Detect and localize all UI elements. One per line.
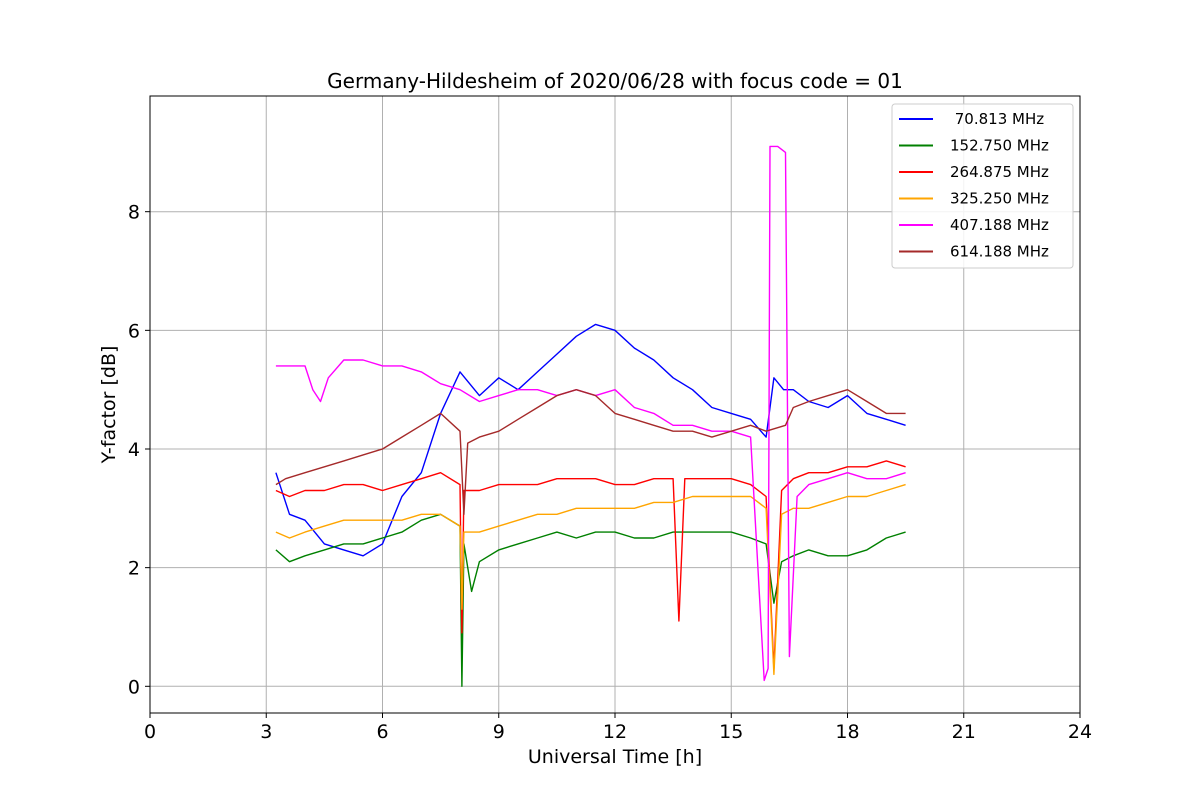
series-layer bbox=[275, 145, 906, 687]
x-axis-label: Universal Time [h] bbox=[528, 746, 702, 768]
x-tick-label: 21 bbox=[952, 721, 976, 743]
legend: 70.813 MHz 152.750 MHz 264.875 MHz 325.250 … bbox=[891, 103, 1074, 269]
y-tick-label: 6 bbox=[128, 320, 140, 342]
series-line-2 bbox=[275, 460, 906, 670]
y-tick-label: 8 bbox=[128, 202, 140, 224]
x-tick-label: 24 bbox=[1068, 721, 1092, 743]
legend-label: 614.188 MHz bbox=[950, 243, 1049, 261]
x-tick-label: 0 bbox=[144, 721, 156, 743]
chart-title: Germany-Hildesheim of 2020/06/28 with fo… bbox=[327, 69, 903, 93]
legend-label: 264.875 MHz bbox=[950, 163, 1049, 181]
legend-label: 70.813 MHz bbox=[950, 110, 1044, 128]
x-tick-label: 18 bbox=[835, 721, 859, 743]
y-tick-label: 0 bbox=[128, 676, 140, 698]
legend-label: 152.750 MHz bbox=[950, 137, 1049, 155]
series-line-3 bbox=[275, 483, 906, 676]
x-tick-label: 15 bbox=[719, 721, 743, 743]
series-line-4 bbox=[275, 145, 906, 682]
series-line-5 bbox=[275, 389, 906, 515]
y-tick-label: 2 bbox=[128, 558, 140, 580]
legend-label: 407.188 MHz bbox=[950, 216, 1049, 234]
x-tick-label: 12 bbox=[603, 721, 627, 743]
x-tick-label: 6 bbox=[376, 721, 388, 743]
x-tick-label: 9 bbox=[493, 721, 505, 743]
y-axis-label: Y-factor [dB] bbox=[98, 346, 120, 465]
series-line-0 bbox=[275, 323, 906, 557]
y-tick-label: 4 bbox=[128, 439, 140, 461]
legend-label: 325.250 MHz bbox=[950, 190, 1049, 208]
legend-box bbox=[891, 103, 1074, 269]
series-line-1 bbox=[275, 513, 906, 687]
x-tick-label: 3 bbox=[260, 721, 272, 743]
